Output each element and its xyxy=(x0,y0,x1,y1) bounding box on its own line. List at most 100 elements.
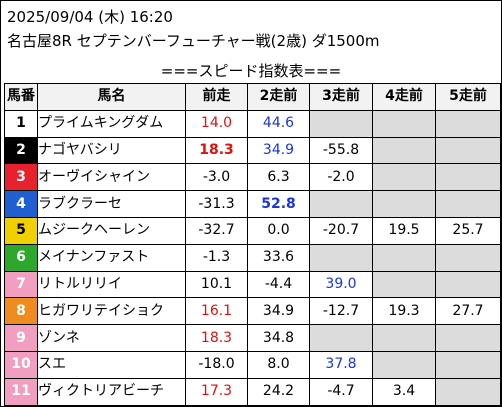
speed-index-last-race: 14.0 xyxy=(185,109,248,138)
speed-index-4-races-ago xyxy=(372,109,436,138)
table-row: 7 リトルリリイ 10.1 -4.4 39.0 xyxy=(4,270,501,299)
speed-index-3-races-ago xyxy=(309,109,373,138)
speed-index-4-races-ago xyxy=(372,243,436,272)
speed-index-3-races-ago xyxy=(309,190,373,218)
speed-index-5-races-ago xyxy=(435,109,501,138)
horse-name: ヴィクトリアビーチ xyxy=(37,377,186,406)
speed-index-last-race: 18.3 xyxy=(185,324,248,352)
horse-name: オーヴイシャイン xyxy=(37,163,186,192)
speed-index-4-races-ago xyxy=(372,190,436,218)
col-header-5-races-ago: 5走前 xyxy=(435,83,501,111)
speed-index-5-races-ago xyxy=(435,377,501,406)
speed-index-3-races-ago: -4.7 xyxy=(309,377,373,406)
horse-name: ヒガワリテイショク xyxy=(37,297,186,326)
col-header-4-races-ago: 4走前 xyxy=(372,83,436,111)
horse-number: 5 xyxy=(4,216,38,245)
horse-number: 11 xyxy=(4,377,38,406)
horse-number: 3 xyxy=(4,163,38,192)
speed-index-last-race: 10.1 xyxy=(185,270,248,299)
speed-index-2-races-ago: 6.3 xyxy=(247,163,310,192)
table-row: 8 ヒガワリテイショク 16.1 34.9 -12.7 19.3 27.7 xyxy=(4,297,501,326)
speed-index-2-races-ago: 0.0 xyxy=(247,216,310,245)
speed-index-2-races-ago: -4.4 xyxy=(247,270,310,299)
horse-number: 2 xyxy=(4,136,38,165)
horse-number: 6 xyxy=(4,243,38,272)
speed-index-4-races-ago xyxy=(372,270,436,299)
speed-index-3-races-ago: -55.8 xyxy=(309,136,373,165)
table-row: 11 ヴィクトリアビーチ 17.3 24.2 -4.7 3.4 xyxy=(4,377,501,406)
col-header-number: 馬番 xyxy=(4,83,38,111)
horse-name: スエ xyxy=(37,350,186,379)
speed-index-2-races-ago: 44.6 xyxy=(247,109,310,138)
horse-name: ゾンネ xyxy=(37,324,186,352)
table-row: 2 ナゴヤバシリ 18.3 34.9 -55.8 xyxy=(4,136,501,165)
speed-index-4-races-ago xyxy=(372,163,436,192)
speed-index-2-races-ago: 34.9 xyxy=(247,297,310,326)
horse-number: 1 xyxy=(4,109,38,138)
horse-name: プライムキングダム xyxy=(37,109,186,138)
race-date-time: 2025/09/04 (木) 16:20 xyxy=(7,8,173,26)
speed-index-5-races-ago xyxy=(435,243,501,272)
speed-index-4-races-ago xyxy=(372,324,436,352)
horse-number: 8 xyxy=(4,297,38,326)
speed-index-5-races-ago xyxy=(435,163,501,192)
table-row: 1 プライムキングダム 14.0 44.6 xyxy=(4,109,501,138)
table-banner: ===スピード指数表=== xyxy=(160,62,342,80)
speed-index-last-race: 16.1 xyxy=(185,297,248,326)
horse-number: 10 xyxy=(4,350,38,379)
horse-number: 4 xyxy=(4,190,38,218)
speed-index-4-races-ago: 19.3 xyxy=(372,297,436,326)
col-header-3-races-ago: 3走前 xyxy=(309,83,373,111)
col-header-2-races-ago: 2走前 xyxy=(247,83,310,111)
speed-index-last-race: -1.3 xyxy=(185,243,248,272)
horse-number: 9 xyxy=(4,324,38,352)
speed-index-5-races-ago xyxy=(435,270,501,299)
speed-index-3-races-ago: -20.7 xyxy=(309,216,373,245)
table-row: 5 ムジークヘーレン -32.7 0.0 -20.7 19.5 25.7 xyxy=(4,216,501,245)
speed-index-3-races-ago: 39.0 xyxy=(309,270,373,299)
horse-number: 7 xyxy=(4,270,38,299)
table-row: 4 ラブクラーセ -31.3 52.8 xyxy=(4,190,501,218)
horse-name: ムジークヘーレン xyxy=(37,216,186,245)
speed-index-5-races-ago xyxy=(435,136,501,165)
table-row: 9 ゾンネ 18.3 34.8 xyxy=(4,324,501,352)
speed-index-5-races-ago xyxy=(435,324,501,352)
speed-index-table: 馬番 馬名 前走 2走前 3走前 4走前 5走前 1 プライムキングダム 14.0 4… xyxy=(4,83,501,406)
speed-index-3-races-ago: -2.0 xyxy=(309,163,373,192)
speed-index-2-races-ago: 8.0 xyxy=(247,350,310,379)
table-row: 10 スエ -18.0 8.0 37.8 xyxy=(4,350,501,379)
col-header-last-race: 前走 xyxy=(185,83,248,111)
speed-index-last-race: -3.0 xyxy=(185,163,248,192)
speed-index-4-races-ago: 19.5 xyxy=(372,216,436,245)
speed-index-3-races-ago: 37.8 xyxy=(309,350,373,379)
horse-name: リトルリリイ xyxy=(37,270,186,299)
speed-index-2-races-ago: 33.6 xyxy=(247,243,310,272)
speed-index-2-races-ago: 24.2 xyxy=(247,377,310,406)
speed-index-3-races-ago: -12.7 xyxy=(309,297,373,326)
speed-index-last-race: -32.7 xyxy=(185,216,248,245)
speed-index-3-races-ago xyxy=(309,243,373,272)
speed-index-4-races-ago xyxy=(372,136,436,165)
speed-index-2-races-ago: 34.9 xyxy=(247,136,310,165)
speed-index-2-races-ago: 52.8 xyxy=(247,190,310,218)
speed-index-last-race: 18.3 xyxy=(185,136,248,165)
speed-index-last-race: -18.0 xyxy=(185,350,248,379)
table-row: 6 メイナンファスト -1.3 33.6 xyxy=(4,243,501,272)
speed-index-5-races-ago: 27.7 xyxy=(435,297,501,326)
speed-index-3-races-ago xyxy=(309,324,373,352)
speed-index-last-race: -31.3 xyxy=(185,190,248,218)
speed-index-2-races-ago: 34.8 xyxy=(247,324,310,352)
speed-index-last-race: 17.3 xyxy=(185,377,248,406)
horse-name: ラブクラーセ xyxy=(37,190,186,218)
speed-index-5-races-ago xyxy=(435,350,501,379)
header-row: 馬番 馬名 前走 2走前 3走前 4走前 5走前 xyxy=(4,83,501,111)
table-row: 3 オーヴイシャイン -3.0 6.3 -2.0 xyxy=(4,163,501,192)
speed-index-5-races-ago: 25.7 xyxy=(435,216,501,245)
race-title: 名古屋8R セプテンバーフューチャー戦(2歳) ダ1500m xyxy=(7,32,380,50)
col-header-horse-name: 馬名 xyxy=(37,83,186,111)
speed-index-5-races-ago xyxy=(435,190,501,218)
speed-index-4-races-ago: 3.4 xyxy=(372,377,436,406)
speed-index-4-races-ago xyxy=(372,350,436,379)
horse-name: メイナンファスト xyxy=(37,243,186,272)
